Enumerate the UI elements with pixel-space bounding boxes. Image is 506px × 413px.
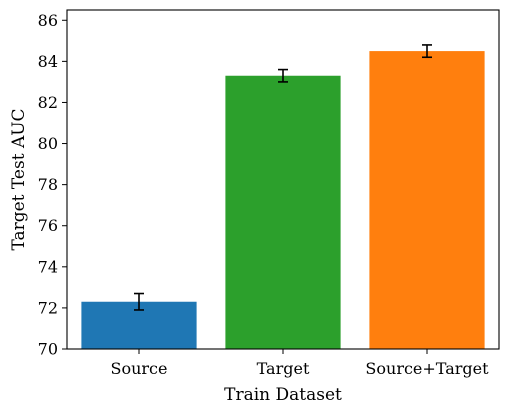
bar-source-target (369, 51, 485, 349)
bars-group (81, 51, 485, 349)
y-tick-label: 84 (38, 52, 58, 71)
x-axis-label: Train Dataset (224, 385, 342, 405)
y-tick-label: 86 (38, 11, 58, 30)
y-axis: 70 72 74 76 78 80 82 84 86 (38, 11, 67, 359)
y-tick-label: 76 (38, 216, 58, 235)
y-axis-label: Target Test AUC (9, 108, 29, 250)
bar-target (225, 75, 341, 349)
y-tick-label: 82 (38, 93, 58, 112)
y-tick-label: 74 (38, 257, 58, 276)
error-bars-group (134, 44, 432, 311)
y-tick-label: 80 (38, 134, 58, 153)
y-tick-label: 72 (38, 298, 58, 317)
x-tick-label: Target (257, 359, 310, 378)
x-tick-label: Source+Target (365, 359, 489, 378)
x-tick-label: Source (111, 359, 168, 378)
x-axis: Source Target Source+Target (111, 349, 489, 378)
y-tick-label: 78 (38, 175, 58, 194)
y-tick-label: 70 (38, 340, 58, 359)
